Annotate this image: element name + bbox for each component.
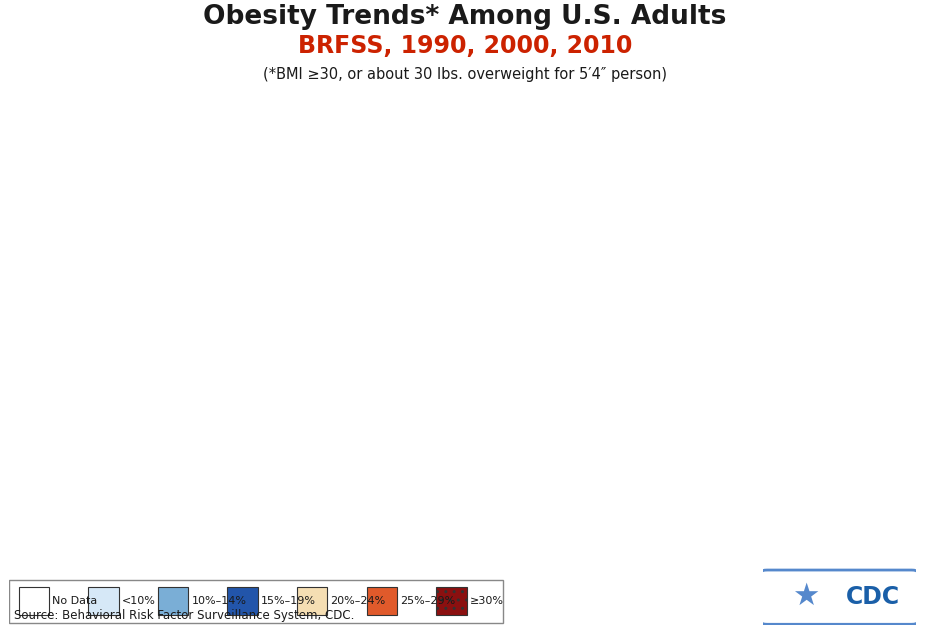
Bar <box>9 580 502 622</box>
Text: ★: ★ <box>791 582 819 611</box>
Bar <box>158 587 188 615</box>
Bar <box>19 587 49 615</box>
Bar <box>88 587 119 615</box>
Text: 15%–19%: 15%–19% <box>261 597 316 606</box>
FancyBboxPatch shape <box>761 570 918 624</box>
Text: No Data: No Data <box>52 597 98 606</box>
Bar <box>366 587 397 615</box>
Text: CDC: CDC <box>846 585 900 609</box>
Text: ≥30%: ≥30% <box>470 597 504 606</box>
Bar <box>297 587 327 615</box>
Text: Obesity Trends* Among U.S. Adults: Obesity Trends* Among U.S. Adults <box>204 4 726 30</box>
Bar <box>436 587 467 615</box>
Bar <box>228 587 258 615</box>
Text: Source: Behavioral Risk Factor Surveillance System, CDC.: Source: Behavioral Risk Factor Surveilla… <box>14 609 354 622</box>
Text: BRFSS, 1990, 2000, 2010: BRFSS, 1990, 2000, 2010 <box>298 35 632 58</box>
Text: 25%–29%: 25%–29% <box>400 597 456 606</box>
Text: 10%–14%: 10%–14% <box>192 597 246 606</box>
Text: (*BMI ≥30, or about 30 lbs. overweight for 5′4″ person): (*BMI ≥30, or about 30 lbs. overweight f… <box>263 67 667 82</box>
Text: <10%: <10% <box>122 597 155 606</box>
Text: 20%–24%: 20%–24% <box>330 597 386 606</box>
